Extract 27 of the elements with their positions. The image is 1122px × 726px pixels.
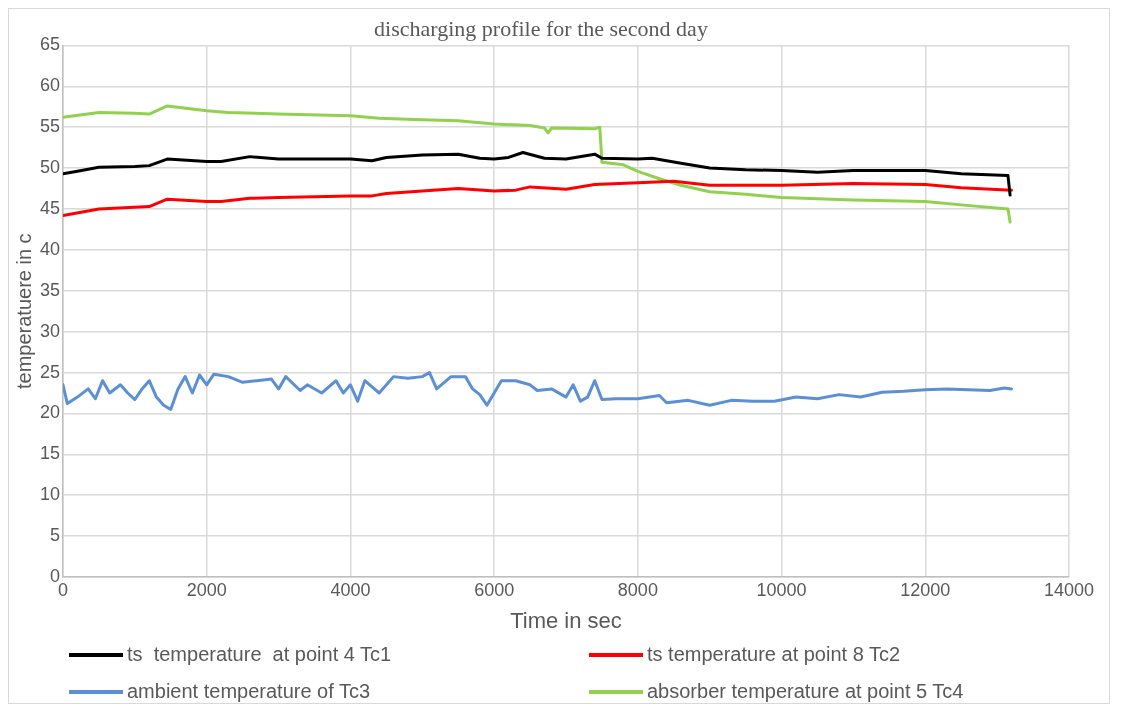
x-tick-label: 12000 — [900, 579, 951, 600]
legend-label: absorber temperature at point 5 Tc4 — [647, 680, 964, 703]
y-tick-label: 45 — [39, 197, 61, 218]
x-tick-label: 10000 — [756, 579, 807, 600]
y-tick-label: 20 — [39, 402, 61, 423]
y-tick-label: 25 — [39, 361, 61, 382]
y-tick-label: 10 — [39, 484, 61, 505]
y-tick-label: 65 — [39, 34, 61, 55]
legend-label: ts temperature at point 4 Tc1 — [127, 643, 392, 666]
y-tick-label: 5 — [50, 525, 61, 546]
legend-label: ts temperature at point 8 Tc2 — [647, 643, 901, 666]
y-tick-label: 40 — [39, 238, 61, 259]
x-tick-label: 8000 — [617, 579, 658, 600]
legend-label: ambient temperature of Tc3 — [127, 680, 371, 703]
x-tick-label: 4000 — [330, 579, 371, 600]
y-axis-title: temperatuere in c — [12, 233, 35, 390]
chart-title: discharging profile for the second day — [374, 15, 708, 41]
x-tick-label: 2000 — [186, 579, 227, 600]
y-tick-label: 60 — [39, 75, 61, 96]
y-tick-label: 50 — [39, 157, 61, 178]
y-tick-label: 35 — [39, 279, 61, 300]
x-tick-label: 14000 — [1043, 579, 1095, 600]
y-tick-label: 15 — [39, 443, 61, 464]
y-tick-label: 30 — [39, 320, 61, 341]
x-axis-title: Time in sec — [510, 607, 622, 633]
x-tick-label: 6000 — [474, 579, 515, 600]
y-tick-label: 55 — [39, 116, 61, 137]
